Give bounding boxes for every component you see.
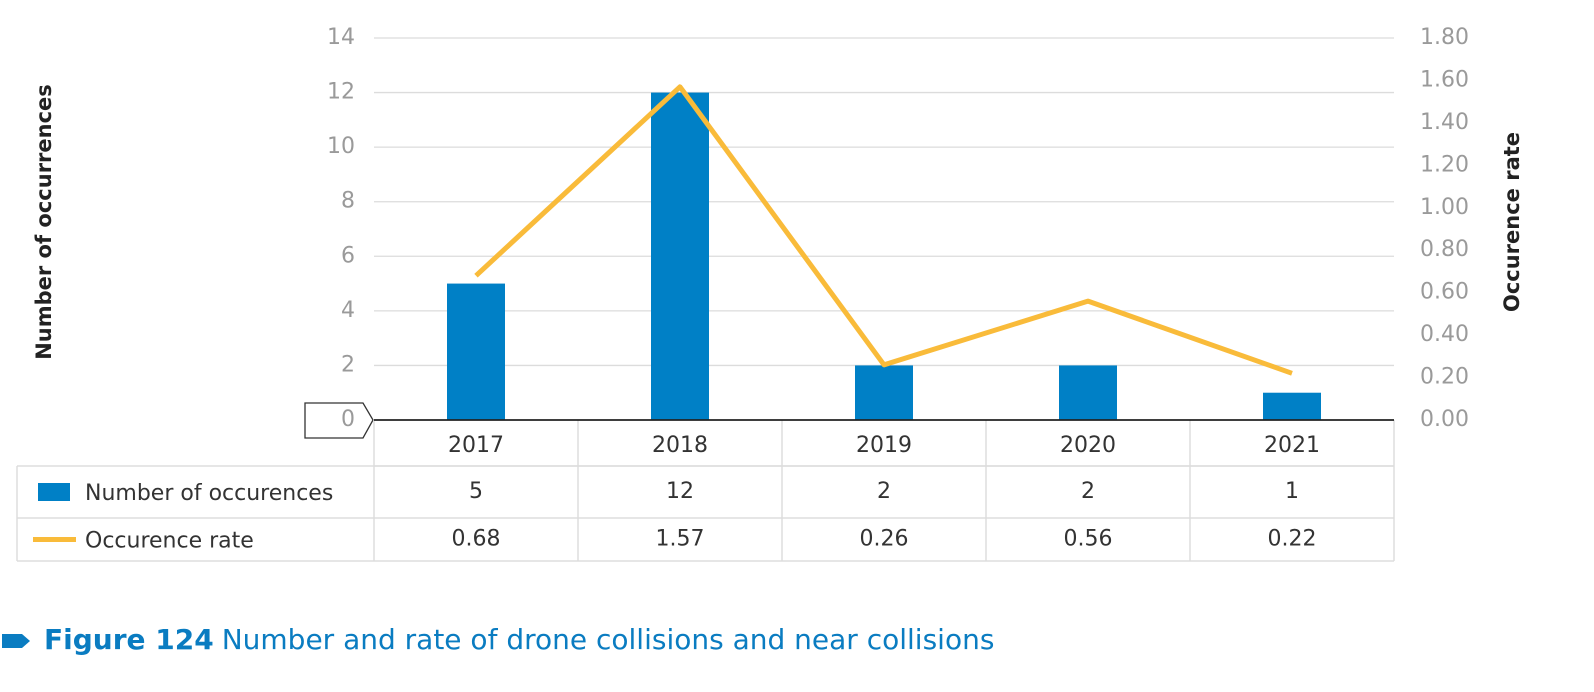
legend-label: Occurence rate xyxy=(85,529,254,554)
y-tick-label: 8 xyxy=(341,189,355,214)
table-value: 2 xyxy=(1081,479,1095,504)
figure-label: Figure 124 xyxy=(44,623,214,656)
y2-tick-label: 1.80 xyxy=(1420,25,1469,50)
x-tick-label: 2019 xyxy=(856,433,912,458)
x-tick-label: 2017 xyxy=(448,433,504,458)
table-value: 1 xyxy=(1285,479,1299,504)
y2-tick-label: 1.00 xyxy=(1420,195,1469,220)
y-tick-label: 0 xyxy=(341,407,355,432)
table-value: 2 xyxy=(877,479,891,504)
y-tick-label: 4 xyxy=(341,298,355,323)
bar xyxy=(447,283,505,420)
y2-tick-label: 1.20 xyxy=(1420,152,1469,177)
y2-tick-label: 0.80 xyxy=(1420,237,1469,262)
figure-bullet xyxy=(2,634,30,648)
table-value: 0.22 xyxy=(1268,527,1317,552)
legend-label: Number of occurences xyxy=(85,481,333,506)
bar xyxy=(651,92,709,421)
legend-swatch xyxy=(38,483,70,501)
table-value: 12 xyxy=(666,479,694,504)
zero-flag xyxy=(304,402,374,439)
y-tick-label: 10 xyxy=(327,134,355,159)
y-axis-title: Number of occurrences xyxy=(32,84,56,360)
y2-tick-label: 0.60 xyxy=(1420,280,1469,305)
y2-tick-label: 0.20 xyxy=(1420,365,1469,390)
x-tick-label: 2021 xyxy=(1264,433,1320,458)
table-value: 0.68 xyxy=(452,527,501,552)
y2-tick-label: 0.00 xyxy=(1420,407,1469,432)
bar xyxy=(1263,392,1321,420)
y2-axis-title: Occurence rate xyxy=(1500,132,1524,312)
y2-tick-label: 1.40 xyxy=(1420,110,1469,135)
line xyxy=(474,84,1293,376)
x-tick-label: 2020 xyxy=(1060,433,1116,458)
table-value: 1.57 xyxy=(656,527,705,552)
figure-title: Number and rate of drone collisions and … xyxy=(222,623,995,656)
figure-caption: Figure 124 Number and rate of drone colli… xyxy=(44,623,994,656)
table-value: 0.56 xyxy=(1064,527,1113,552)
bar xyxy=(855,365,913,420)
y-tick-label: 2 xyxy=(341,352,355,377)
table-value: 0.26 xyxy=(860,527,909,552)
table-value: 5 xyxy=(469,479,483,504)
y-tick-label: 14 xyxy=(327,25,355,50)
y-tick-label: 6 xyxy=(341,243,355,268)
y-tick-label: 12 xyxy=(327,80,355,105)
bar xyxy=(1059,365,1117,420)
y2-tick-label: 0.40 xyxy=(1420,322,1469,347)
y2-tick-label: 1.60 xyxy=(1420,67,1469,92)
x-tick-label: 2018 xyxy=(652,433,708,458)
